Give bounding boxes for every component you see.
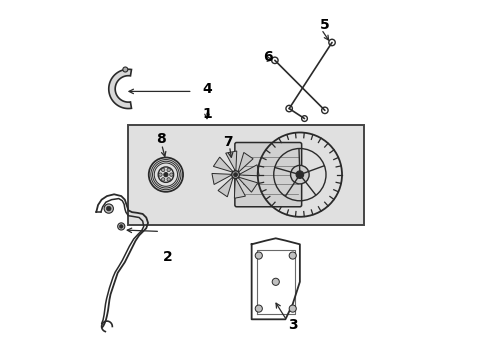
FancyBboxPatch shape	[234, 143, 301, 207]
Circle shape	[163, 172, 167, 177]
Circle shape	[104, 204, 113, 213]
Circle shape	[119, 225, 123, 228]
Circle shape	[166, 168, 170, 172]
Circle shape	[169, 173, 173, 176]
Text: 3: 3	[287, 318, 297, 332]
Polygon shape	[239, 165, 259, 176]
Text: 1: 1	[202, 107, 211, 121]
Text: 6: 6	[263, 50, 272, 64]
Circle shape	[118, 223, 124, 230]
Circle shape	[295, 171, 303, 179]
Polygon shape	[211, 174, 231, 185]
Text: 7: 7	[223, 135, 233, 149]
Circle shape	[161, 178, 164, 181]
Text: 2: 2	[163, 250, 172, 264]
Text: 5: 5	[319, 18, 329, 32]
Circle shape	[166, 178, 170, 181]
Polygon shape	[238, 177, 257, 192]
Circle shape	[288, 252, 296, 259]
Text: 8: 8	[155, 132, 165, 146]
Polygon shape	[108, 69, 131, 109]
Circle shape	[272, 278, 279, 285]
Circle shape	[161, 168, 164, 172]
Polygon shape	[225, 151, 236, 171]
Polygon shape	[218, 177, 233, 197]
Polygon shape	[238, 152, 253, 172]
Polygon shape	[234, 179, 245, 198]
Circle shape	[233, 173, 237, 176]
Text: 4: 4	[202, 82, 211, 96]
Polygon shape	[213, 157, 233, 172]
Circle shape	[290, 165, 308, 184]
FancyBboxPatch shape	[128, 125, 364, 225]
Circle shape	[255, 305, 262, 312]
Circle shape	[231, 171, 239, 179]
Circle shape	[106, 206, 111, 211]
Circle shape	[159, 173, 162, 176]
Circle shape	[288, 305, 296, 312]
Circle shape	[122, 67, 127, 72]
Circle shape	[255, 252, 262, 259]
